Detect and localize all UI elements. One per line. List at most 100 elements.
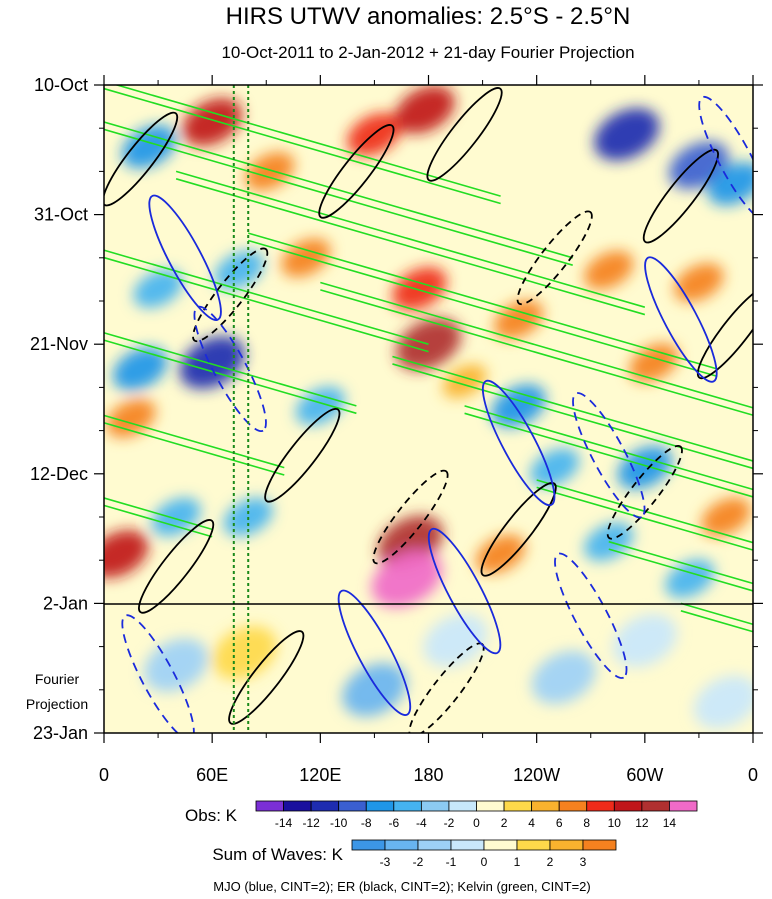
kelvin-contour	[104, 339, 357, 415]
kelvin-contour	[114, 85, 501, 197]
y-tick-label: 2-Jan	[43, 593, 88, 613]
waves-colorbar: -3 -2 -1 0 1 2 3	[351, 839, 617, 869]
kelvin-contour	[536, 486, 753, 551]
kelvin-contour	[392, 363, 753, 470]
anomaly-blob	[707, 162, 753, 206]
obs-colorbar-tick: 12	[635, 816, 649, 830]
anomaly-blob	[674, 263, 724, 302]
obs-colorbar-box	[365, 800, 395, 812]
kelvin-contour	[175, 178, 646, 316]
mjo-contour	[148, 194, 222, 321]
wave-legend-note: MJO (blue, CINT=2); ER (black, CINT=2); …	[213, 879, 590, 894]
anomaly-blob	[295, 386, 345, 426]
obs-colorbar-tick: 4	[528, 816, 535, 830]
anomaly-blob	[476, 534, 526, 574]
x-tick-label: 120W	[513, 765, 560, 785]
obs-colorbar-box	[531, 800, 560, 812]
obs-colorbar-box	[476, 800, 505, 812]
obs-colorbar-tick: -6	[388, 816, 399, 830]
x-tick-label: 60E	[196, 765, 228, 785]
y-tick-label: 21-Nov	[30, 334, 88, 354]
chart-title: HIRS UTWV anomalies: 2.5°S - 2.5°N	[226, 3, 631, 30]
mjo-contour	[427, 527, 502, 655]
er-contour	[606, 445, 683, 540]
er-contour	[228, 630, 305, 725]
obs-colorbar-tick: -8	[361, 816, 372, 830]
obs-colorbar: -14 -12 -10 -8 -6 -4 -2 0 2 4 6 8 10 12 14	[255, 800, 698, 830]
waves-colorbar-box	[450, 839, 485, 851]
er-contour	[138, 519, 215, 614]
kelvin-contour	[464, 405, 753, 491]
obs-colorbar-tick: -2	[444, 816, 455, 830]
x-tick-label: 0	[748, 765, 758, 785]
x-tick-label: 120E	[299, 765, 341, 785]
obs-colorbar-tick: -12	[302, 816, 320, 830]
obs-colorbar-tick: 6	[556, 816, 563, 830]
er-contour	[642, 148, 719, 244]
anomaly-blob	[104, 530, 149, 578]
mjo-contour	[193, 305, 267, 433]
waves-colorbar-box	[351, 839, 386, 851]
obs-colorbar-box	[669, 800, 698, 812]
reference-lines	[232, 85, 250, 733]
mjo-contour	[644, 256, 718, 383]
waves-colorbar-tick: 2	[547, 855, 554, 869]
projection-label-line2: Projection	[26, 696, 88, 712]
kelvin-contour	[320, 281, 753, 409]
obs-colorbar-box	[310, 800, 340, 812]
obs-colorbar-tick: 14	[663, 816, 677, 830]
waves-colorbar-tick: -1	[446, 855, 457, 869]
anomaly-blob	[151, 497, 201, 537]
anomaly-blob	[212, 626, 277, 680]
kelvin-contour	[104, 249, 429, 345]
obs-colorbar-box	[586, 800, 615, 812]
er-contour	[372, 469, 449, 565]
kelvin-contour	[320, 289, 753, 417]
waves-colorbar-box	[549, 839, 584, 851]
anomaly-blob	[112, 347, 168, 391]
waves-colorbar-tick: -3	[380, 855, 391, 869]
anomaly-blob	[342, 663, 407, 717]
anomaly-blob	[442, 364, 487, 399]
y-tick-label: 10-Oct	[34, 75, 88, 95]
obs-colorbar-box	[641, 800, 670, 812]
er-contour	[318, 124, 395, 219]
waves-colorbar-tick: 1	[514, 855, 521, 869]
obs-colorbar-label: Obs: K	[185, 806, 238, 825]
er-contour	[426, 87, 503, 182]
x-tick-label: 0	[99, 765, 109, 785]
obs-colorbar-box	[503, 800, 533, 812]
anomaly-blob	[531, 650, 596, 704]
kelvin-contour	[247, 232, 718, 370]
obs-colorbar-box	[448, 800, 477, 812]
obs-colorbar-tick: 2	[501, 816, 508, 830]
anomaly-blob	[701, 497, 751, 537]
anomaly-blob	[371, 550, 443, 608]
anomaly-blob	[121, 125, 177, 169]
anomaly-blob	[491, 384, 546, 428]
kelvin-contour	[104, 504, 213, 538]
er-contour	[516, 210, 593, 306]
kelvin-contour	[104, 414, 285, 469]
kelvin-contour	[104, 497, 213, 531]
obs-colorbar-box	[420, 800, 450, 812]
anomaly-blob	[530, 448, 580, 487]
obs-colorbar-box	[393, 800, 422, 812]
waves-colorbar-box	[516, 839, 551, 851]
kelvin-contour	[104, 331, 357, 407]
kelvin-contour	[536, 479, 753, 544]
kelvin-contour	[104, 121, 573, 259]
kelvin-contour	[175, 170, 646, 308]
wave-contours	[104, 85, 753, 733]
waves-colorbar-box	[417, 839, 452, 851]
kelvin-contour	[464, 412, 753, 498]
er-contour	[696, 284, 753, 380]
obs-colorbar-tick: 10	[608, 816, 622, 830]
anomaly-blob	[693, 675, 753, 729]
anomaly-blob	[392, 267, 447, 311]
obs-colorbar-box	[255, 800, 284, 812]
obs-colorbar-tick: 0	[473, 816, 480, 830]
obs-colorbar-box	[613, 800, 643, 812]
anomaly-blob	[182, 98, 243, 146]
